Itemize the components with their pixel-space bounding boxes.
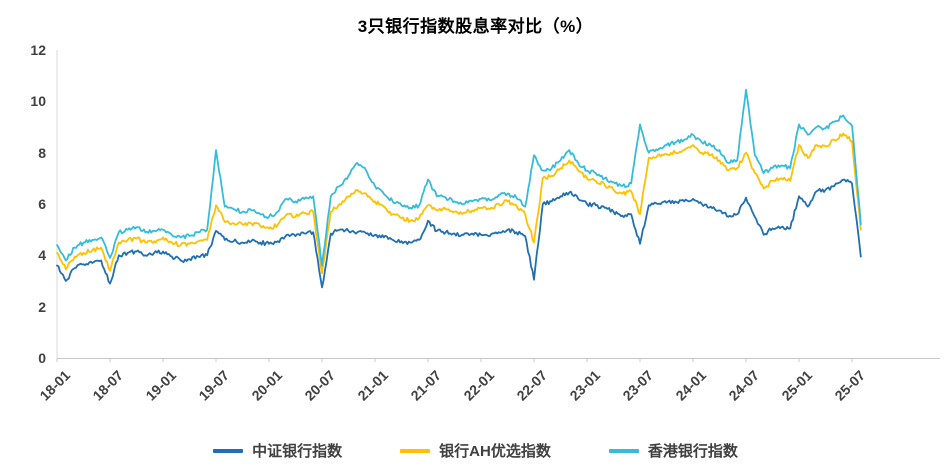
legend-swatch-icon (608, 448, 639, 453)
y-tick-label: 8 (38, 144, 46, 161)
chart-title: 3只银行指数股息率对比（%） (357, 17, 594, 36)
series-line-hk-bank-index (56, 88, 862, 267)
series-line-csi-bank-index (56, 178, 862, 289)
y-tick-label: 6 (38, 196, 46, 212)
y-tick-label: 2 (38, 298, 46, 315)
y-tick-label: 4 (38, 247, 46, 264)
y-tick-label: 0 (38, 350, 46, 366)
legend-swatch-icon (213, 448, 244, 453)
legend-swatch-icon (400, 448, 431, 453)
chart-legend: 中证银行指数 银行AH优选指数 香港银行指数 (0, 440, 951, 461)
legend-label: 香港银行指数 (647, 443, 738, 460)
y-tick-label: 12 (30, 42, 46, 58)
legend-item-hk-bank-index: 香港银行指数 (608, 440, 738, 461)
legend-label: 中证银行指数 (252, 443, 343, 460)
y-tick-label: 10 (30, 93, 46, 110)
series-line-bank-ah-select-index (56, 132, 862, 275)
legend-item-csi-bank-index: 中证银行指数 (213, 440, 342, 461)
legend-item-bank-ah-select-index: 银行AH优选指数 (400, 440, 551, 461)
legend-label: 银行AH优选指数 (439, 443, 551, 460)
